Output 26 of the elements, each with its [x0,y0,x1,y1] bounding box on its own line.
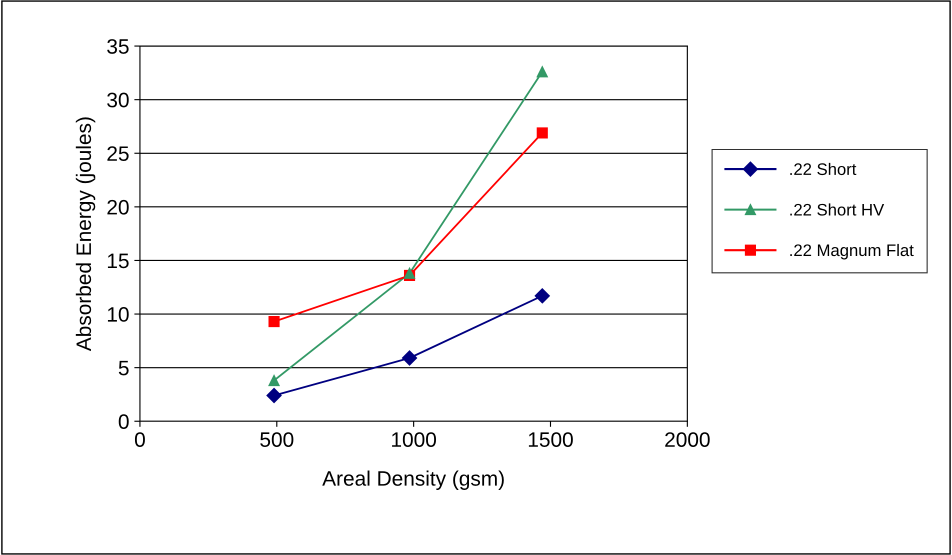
y-tick-label: 35 [107,39,129,54]
point [536,66,548,78]
point [268,374,280,386]
y-tick-label: 30 [107,92,129,108]
point [266,388,282,404]
y-axis-title: Absorbed Energy (joules) [76,117,96,352]
y-tick-label: 0 [118,414,129,429]
legend-label: .22 Magnum Flat [790,244,914,260]
y-tick-label: 5 [118,360,129,376]
x-axis-title: Areal Density (gsm) [322,470,504,490]
point [404,268,416,279]
x-tick-label: 0 [134,432,145,447]
point [534,288,550,304]
y-tick-label: 25 [107,146,129,162]
x-tick-label: 500 [260,432,294,447]
legend-label: .22 Short [790,162,856,176]
y-tick-label: 10 [108,307,129,322]
x-tick-label: 2000 [665,432,710,447]
point [536,127,548,138]
x-tick-label: 1000 [392,432,436,447]
x-tick-label: 1500 [528,432,573,447]
legend-label: .22 Short HV [790,203,884,216]
point [268,316,280,328]
y-tick-label: 15 [108,254,129,268]
point [402,350,418,366]
y-tick-label: 20 [107,200,129,215]
